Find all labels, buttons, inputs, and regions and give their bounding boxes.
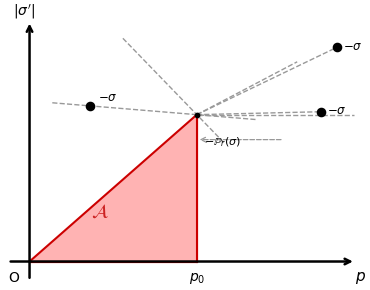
Polygon shape bbox=[30, 115, 197, 262]
Text: $-\sigma$: $-\sigma$ bbox=[98, 91, 118, 104]
Point bbox=[87, 104, 93, 108]
Text: O: O bbox=[8, 271, 19, 285]
Point bbox=[317, 109, 323, 114]
Text: $|\sigma^\prime|$: $|\sigma^\prime|$ bbox=[13, 3, 36, 21]
Text: $-\sigma$: $-\sigma$ bbox=[343, 40, 363, 53]
Text: $\mathcal{A}$: $\mathcal{A}$ bbox=[91, 202, 109, 221]
Point bbox=[334, 45, 340, 49]
Text: $p$: $p$ bbox=[355, 270, 366, 286]
Text: $p_0$: $p_0$ bbox=[189, 271, 205, 286]
Text: $-\mathbb{P}_r(\sigma)$: $-\mathbb{P}_r(\sigma)$ bbox=[204, 136, 241, 149]
Text: $-\sigma$: $-\sigma$ bbox=[327, 104, 346, 117]
Point bbox=[194, 112, 200, 117]
